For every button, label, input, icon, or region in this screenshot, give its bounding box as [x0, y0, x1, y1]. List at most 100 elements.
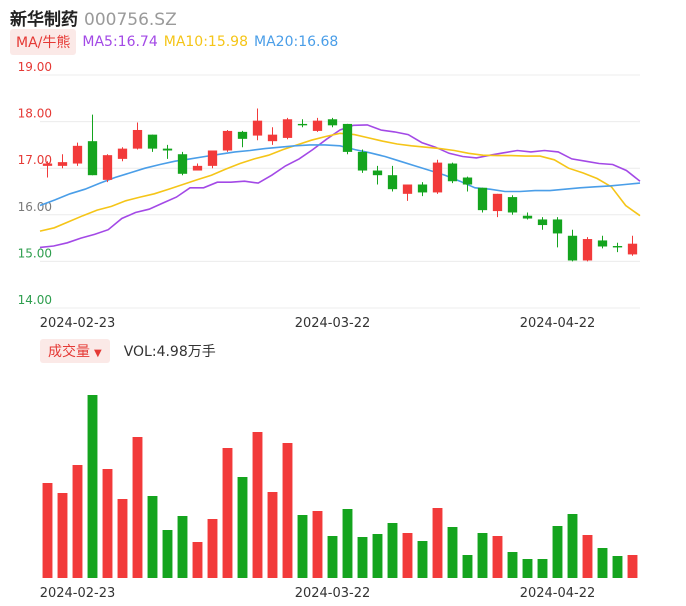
volume-bar: [477, 533, 488, 578]
candle-body: [72, 145, 83, 164]
volume-bar: [402, 533, 413, 578]
candle-body: [312, 120, 323, 131]
volume-bar: [147, 496, 158, 578]
candle-body: [537, 219, 548, 226]
ma-indicator-selector[interactable]: MA/牛熊: [10, 29, 77, 55]
volume-bar: [42, 483, 53, 578]
ma20-legend: MA20:16.68: [254, 34, 339, 50]
volume-selector-label: 成交量: [48, 344, 90, 360]
candle-body: [597, 240, 608, 247]
candle-body: [522, 215, 533, 219]
volume-bar: [612, 556, 623, 578]
volume-bar: [297, 515, 308, 578]
candle-body: [57, 162, 68, 166]
candle-body: [372, 170, 383, 176]
candle-body: [267, 134, 278, 142]
volume-bar: [132, 437, 143, 578]
volume-x-axis-label: 2024-02-23: [40, 586, 116, 601]
volume-bar: [57, 493, 68, 578]
candle-body: [177, 154, 188, 174]
candle-body: [222, 130, 233, 151]
volume-bar: [372, 534, 383, 578]
volume-bar: [522, 559, 533, 578]
volume-bar: [552, 526, 563, 578]
ma5-legend: MA5:16.74: [82, 34, 158, 50]
candle-body: [507, 197, 518, 213]
volume-bar: [192, 542, 203, 578]
volume-bar: [267, 492, 278, 578]
candle-body: [162, 148, 173, 151]
candle-body: [207, 150, 218, 166]
candle-body: [132, 129, 143, 149]
ma-line-ma5: [39, 124, 641, 249]
candle-body: [42, 163, 53, 166]
y-tick-label: 14.00: [18, 293, 52, 307]
volume-bar: [537, 559, 548, 578]
volume-bar: [87, 395, 98, 578]
volume-bar: [72, 465, 83, 578]
candle-body: [87, 141, 98, 176]
candle-body: [402, 184, 413, 194]
y-tick-label: 19.00: [18, 60, 52, 74]
stock-title: 新华制药 000756.SZ: [10, 5, 177, 30]
candle-body: [627, 243, 638, 255]
volume-bar: [387, 523, 398, 578]
volume-bar: [567, 514, 578, 578]
y-tick-label: 15.00: [18, 246, 52, 260]
ma-legend: MA/牛熊 MA5:16.74 MA10:15.98 MA20:16.68: [10, 29, 344, 55]
candle-body: [582, 239, 593, 261]
candle-body: [567, 235, 578, 261]
volume-bar: [252, 432, 263, 578]
dropdown-arrow-icon: ▼: [94, 348, 102, 359]
candle-body: [237, 131, 248, 139]
volume-bar: [327, 536, 338, 578]
volume-bar: [222, 448, 233, 578]
volume-x-axis-label: 2024-03-22: [295, 586, 371, 601]
y-tick-label: 18.00: [18, 107, 52, 121]
volume-bar: [462, 555, 473, 578]
volume-bar: [417, 541, 428, 578]
x-axis-label: 2024-04-22: [520, 316, 596, 331]
stock-name: 新华制药: [10, 10, 78, 30]
volume-x-axis-label: 2024-04-22: [520, 586, 596, 601]
x-axis-label: 2024-02-23: [40, 316, 116, 331]
candle-body: [477, 187, 488, 211]
volume-bar: [627, 555, 638, 578]
y-tick-label: 16.00: [18, 200, 52, 214]
candle-body: [552, 219, 563, 234]
volume-bar: [357, 537, 368, 578]
candle-body: [147, 134, 158, 149]
candle-body: [297, 123, 308, 126]
candle-body: [432, 162, 443, 193]
volume-bar: [507, 552, 518, 578]
volume-bar: [207, 519, 218, 578]
candle-body: [342, 123, 353, 152]
candle-body: [282, 119, 293, 138]
candle-body: [252, 120, 263, 136]
stock-code: 000756.SZ: [84, 10, 177, 30]
volume-bar: [102, 469, 113, 578]
candle-body: [462, 177, 473, 185]
volume-bar: [177, 516, 188, 578]
ma-line-ma20: [39, 144, 641, 207]
volume-bar: [237, 477, 248, 578]
volume-bar: [492, 536, 503, 578]
candle-body: [387, 175, 398, 190]
volume-bar: [582, 535, 593, 578]
ma-line-ma10: [39, 132, 641, 232]
candle-body: [357, 151, 368, 171]
volume-value: VOL:4.98万手: [123, 344, 216, 360]
candle-body: [492, 193, 503, 212]
volume-bar: [312, 511, 323, 578]
candle-body: [117, 148, 128, 159]
candle-body: [192, 165, 203, 171]
volume-legend: 成交量 ▼ VOL:4.98万手: [40, 339, 216, 363]
candle-body: [102, 155, 113, 180]
volume-bar: [162, 530, 173, 578]
x-axis-label: 2024-03-22: [295, 316, 371, 331]
volume-bar: [432, 508, 443, 578]
volume-indicator-selector[interactable]: 成交量 ▼: [40, 339, 110, 363]
volume-bar: [282, 443, 293, 578]
volume-bar: [447, 527, 458, 578]
